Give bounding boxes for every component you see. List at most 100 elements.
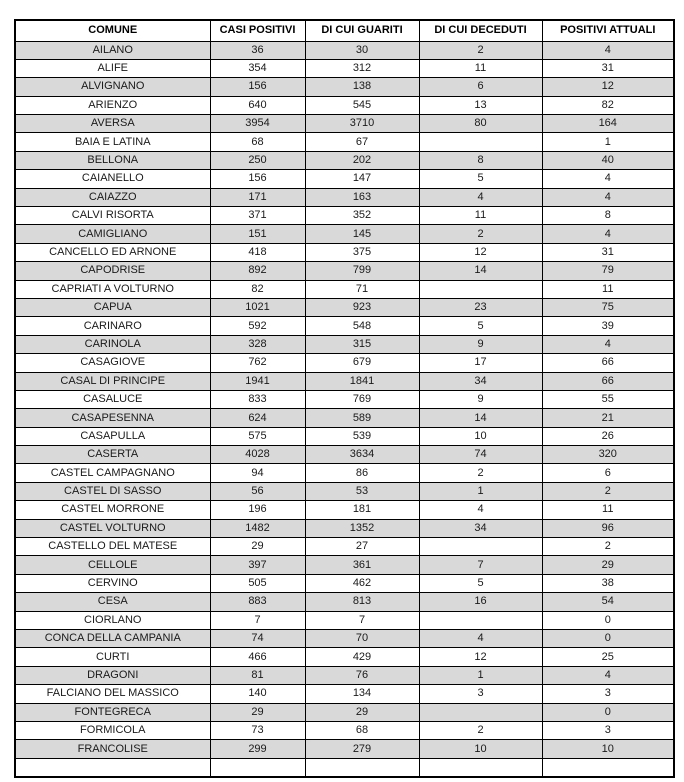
table-row: CASAGIOVE 762 679 17 66 [14,353,675,373]
cell-positivi-attuali: 4 [541,187,675,208]
cell-positivi-attuali: 75 [541,297,675,318]
cell-casi-positivi: 762 [209,353,306,373]
cell-comune: CAMIGLIANO [14,224,211,244]
cell-di-cui-guariti [304,757,420,778]
table-row: CASTEL MORRONE 196 181 4 11 [14,500,675,520]
cell-positivi-attuali: 11 [541,279,675,299]
cell-di-cui-guariti: 1841 [304,371,420,391]
table-row: ALIFE 354 312 11 31 [14,58,675,79]
cell-di-cui-deceduti: 3 [418,684,543,704]
header-cell-comune: COMUNE [14,19,211,42]
cell-di-cui-deceduti: 74 [418,445,543,465]
cell-comune: BELLONA [14,150,211,171]
cell-di-cui-guariti: 76 [304,665,420,686]
cell-di-cui-guariti: 375 [304,242,420,263]
cell-positivi-attuali: 96 [541,518,675,539]
cell-di-cui-guariti: 679 [304,353,420,373]
table-row: CASTEL DI SASSO 56 53 1 2 [14,481,675,502]
cell-positivi-attuali: 3 [541,684,675,704]
header-cell-di-cui-deceduti: DI CUI DECEDUTI [418,19,543,42]
cell-positivi-attuali: 21 [541,408,675,428]
cell-comune: CASAGIOVE [14,353,211,373]
header-cell-casi-positivi: CASI POSITIVI [209,19,306,42]
cell-casi-positivi: 397 [209,555,306,575]
cell-comune: FORMICOLA [14,720,211,741]
cell-di-cui-deceduti: 11 [418,58,543,79]
cell-casi-positivi: 151 [209,224,306,244]
cell-positivi-attuali: 55 [541,389,675,410]
cell-casi-positivi: 624 [209,408,306,428]
cell-positivi-attuali: 164 [541,114,675,134]
cell-casi-positivi: 82 [209,279,306,299]
cell-positivi-attuali: 320 [541,445,675,465]
cell-positivi-attuali: 6 [541,463,675,483]
cell-casi-positivi: 4028 [209,445,306,465]
cell-casi-positivi: 883 [209,592,306,612]
cell-di-cui-deceduti: 16 [418,592,543,612]
cell-casi-positivi: 371 [209,206,306,226]
table-row: CASALUCE 833 769 9 55 [14,389,675,410]
cell-positivi-attuali: 4 [541,169,675,189]
cell-comune: CAPUA [14,297,211,318]
cell-di-cui-guariti: 361 [304,555,420,575]
cell-di-cui-deceduti [418,132,543,152]
comuni-covid-table-container: COMUNE CASI POSITIVI DI CUI GUARITI DI C… [14,19,675,779]
cell-casi-positivi: 328 [209,334,306,355]
cell-comune: CESA [14,592,211,612]
cell-comune: CERVINO [14,573,211,594]
cell-positivi-attuali: 25 [541,647,675,667]
table-row: CERVINO 505 462 5 38 [14,573,675,594]
cell-casi-positivi: 140 [209,684,306,704]
cell-positivi-attuali: 0 [541,702,675,722]
cell-di-cui-deceduti: 5 [418,573,543,594]
cell-di-cui-guariti: 145 [304,224,420,244]
table-row: CAPUA 1021 923 23 75 [14,297,675,318]
cell-di-cui-deceduti: 5 [418,316,543,336]
cell-comune: CASERTA [14,445,211,465]
table-row: CAPODRISE 892 799 14 79 [14,261,675,281]
cell-comune: DRAGONI [14,665,211,686]
cell-comune: FALCIANO DEL MASSICO [14,684,211,704]
cell-di-cui-guariti: 70 [304,628,420,649]
cell-di-cui-guariti: 68 [304,720,420,741]
cell-positivi-attuali: 1 [541,132,675,152]
cell-casi-positivi: 354 [209,58,306,79]
cell-di-cui-deceduti: 17 [418,353,543,373]
cell-casi-positivi: 1941 [209,371,306,391]
table-row: CASTEL CAMPAGNANO 94 86 2 6 [14,463,675,483]
cell-comune: FONTEGRECA [14,702,211,722]
cell-casi-positivi: 36 [209,40,306,60]
cell-comune: CALVI RISORTA [14,206,211,226]
cell-casi-positivi: 640 [209,95,306,116]
table-row: CAIANELLO 156 147 5 4 [14,169,675,189]
cell-comune [14,757,211,778]
cell-casi-positivi: 74 [209,628,306,649]
table-row: FALCIANO DEL MASSICO 140 134 3 3 [14,684,675,704]
cell-di-cui-deceduti: 34 [418,518,543,539]
cell-positivi-attuali: 54 [541,592,675,612]
cell-di-cui-guariti: 3634 [304,445,420,465]
table-body: AILANO 36 30 2 4 ALIFE 354 312 11 31 ALV… [14,40,675,778]
cell-comune: CARINOLA [14,334,211,355]
cell-positivi-attuali: 39 [541,316,675,336]
cell-positivi-attuali: 2 [541,481,675,502]
cell-positivi-attuali: 38 [541,573,675,594]
cell-di-cui-guariti: 539 [304,426,420,447]
table-row: FONTEGRECA 29 29 0 [14,702,675,722]
cell-di-cui-deceduti: 10 [418,739,543,759]
table-row: CONCA DELLA CAMPANIA 74 70 4 0 [14,628,675,649]
cell-comune: CAPODRISE [14,261,211,281]
cell-casi-positivi: 29 [209,702,306,722]
table-row [14,757,675,778]
cell-positivi-attuali: 12 [541,77,675,97]
cell-casi-positivi: 29 [209,537,306,557]
cell-di-cui-guariti: 799 [304,261,420,281]
table-row: ALVIGNANO 156 138 6 12 [14,77,675,97]
cell-di-cui-guariti: 29 [304,702,420,722]
cell-positivi-attuali: 31 [541,58,675,79]
cell-comune: FRANCOLISE [14,739,211,759]
header-cell-di-cui-guariti: DI CUI GUARITI [304,19,420,42]
cell-casi-positivi: 196 [209,500,306,520]
cell-di-cui-deceduti: 1 [418,665,543,686]
cell-positivi-attuali: 11 [541,500,675,520]
